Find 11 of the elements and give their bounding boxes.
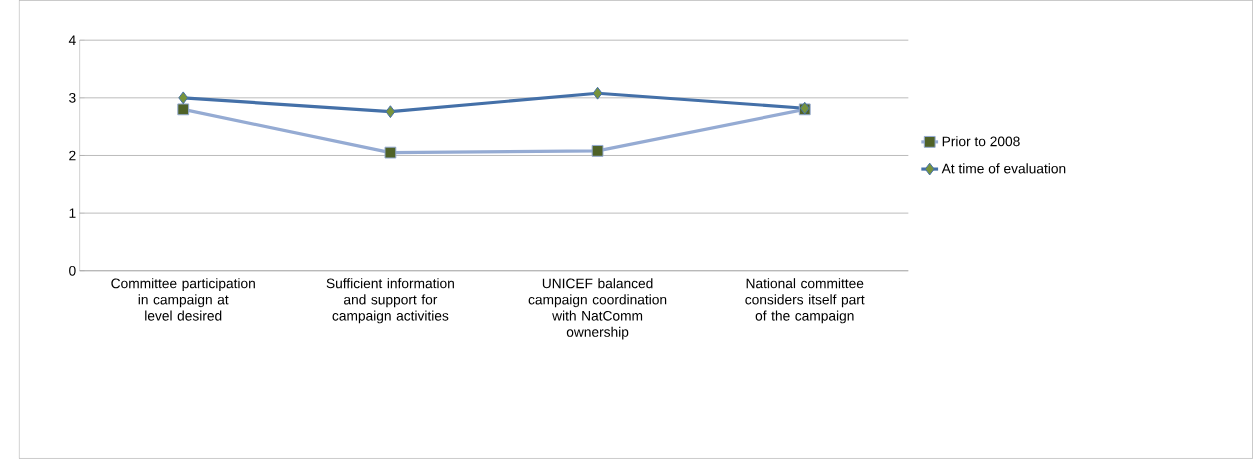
- y-tick-label: 0: [69, 265, 76, 276]
- legend-label: Prior to 2008: [942, 136, 1020, 147]
- x-tick-label: UNICEF balanced campaign coordination with NatComm ownership: [528, 278, 667, 340]
- y-tick-label: 4: [68, 35, 76, 46]
- y-tick-label: 2: [69, 150, 76, 161]
- y-tick-label: 3: [69, 93, 76, 103]
- x-tick-label: Committee participation in campaign at level desired: [111, 278, 255, 321]
- legend-label: At time of evaluation: [941, 163, 1066, 174]
- x-tick-label: National committee considers itself part of the campaign: [745, 278, 865, 324]
- x-tick-label: Sufficient information and support for campaign activities: [326, 278, 454, 324]
- y-tick-label: 1: [69, 208, 76, 218]
